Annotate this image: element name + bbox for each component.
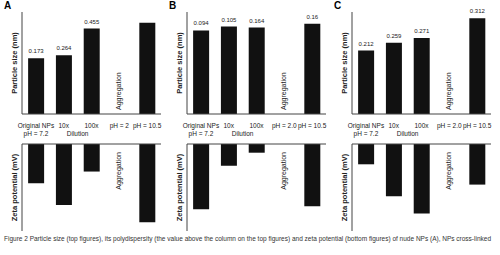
html-text:B: B [169, 0, 177, 11]
svg-text:Zeta potential (mV): Zeta potential (mV) [340, 153, 349, 221]
svg-text:0.16: 0.16 [306, 14, 318, 20]
svg-text:pH = 7.2: pH = 7.2 [189, 130, 214, 138]
html-text:Figure 2 Particle size (top fi: Figure 2 Particle size (top figures), it… [4, 235, 491, 242]
svg-text:0.094: 0.094 [194, 20, 210, 26]
svg-text:0.212: 0.212 [359, 41, 375, 47]
svg-text:pH = 2.0: pH = 2.0 [272, 122, 297, 130]
svg-text:10x: 10x [223, 122, 234, 129]
svg-text:Aggregation: Aggregation [115, 152, 123, 190]
svg-text:0.455: 0.455 [84, 19, 100, 25]
svg-text:Aggregation: Aggregation [445, 152, 453, 190]
svg-text:Aggregation: Aggregation [280, 72, 288, 110]
svg-text:0.271: 0.271 [414, 28, 430, 34]
svg-text:pH = 10.5: pH = 10.5 [463, 122, 492, 130]
svg-text:0.164: 0.164 [249, 18, 265, 24]
svg-text:Particle size (nm): Particle size (nm) [175, 32, 184, 94]
svg-text:Original NPs: Original NPs [18, 122, 55, 130]
svg-text:Particle size (nm): Particle size (nm) [340, 32, 349, 94]
svg-text:100x: 100x [249, 122, 264, 129]
svg-text:pH = 2.0: pH = 2.0 [437, 122, 462, 130]
html-text:C: C [334, 0, 342, 11]
svg-text:100x: 100x [84, 122, 99, 129]
svg-text:0.264: 0.264 [56, 45, 72, 51]
svg-text:0.259: 0.259 [386, 33, 402, 39]
svg-text:10x: 10x [58, 122, 69, 129]
svg-text:0.105: 0.105 [221, 17, 237, 23]
svg-text:Particle size (nm): Particle size (nm) [10, 32, 19, 94]
svg-text:Original NPs: Original NPs [183, 122, 220, 130]
svg-text:Dilution: Dilution [67, 130, 89, 137]
svg-text:Zeta potential (mV): Zeta potential (mV) [175, 153, 184, 221]
svg-text:10x: 10x [388, 122, 399, 129]
svg-text:Dilution: Dilution [397, 130, 419, 137]
svg-text:0.173: 0.173 [29, 48, 45, 54]
svg-text:pH = 7.2: pH = 7.2 [24, 130, 49, 138]
svg-text:100x: 100x [414, 122, 429, 129]
svg-text:Original NPs: Original NPs [348, 122, 385, 130]
svg-text:pH = 2: pH = 2 [110, 122, 130, 130]
html-text:A: A [4, 0, 12, 11]
svg-text:pH = 7.2: pH = 7.2 [354, 130, 379, 138]
svg-text:Zeta potential (mV): Zeta potential (mV) [10, 153, 19, 221]
svg-text:Aggregation: Aggregation [280, 152, 288, 190]
svg-text:Aggregation: Aggregation [115, 72, 123, 110]
svg-text:Aggregation: Aggregation [445, 72, 453, 110]
svg-text:0.312: 0.312 [470, 8, 486, 14]
svg-text:Dilution: Dilution [232, 130, 254, 137]
svg-text:pH = 10.5: pH = 10.5 [298, 122, 327, 130]
svg-text:pH = 10.5: pH = 10.5 [133, 122, 162, 130]
